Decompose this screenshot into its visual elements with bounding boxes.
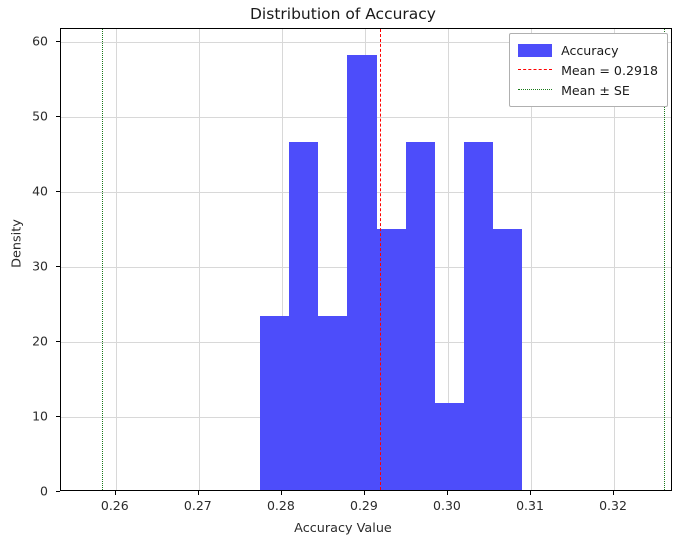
- gridline-horizontal: [61, 42, 671, 44]
- histogram-bar: [434, 403, 464, 490]
- y-tick-label: 60: [32, 33, 48, 49]
- x-tick: [280, 491, 282, 495]
- y-tick: [56, 416, 60, 418]
- x-tick: [446, 491, 448, 495]
- histogram-bar: [405, 141, 435, 490]
- legend-dashed-icon: [518, 63, 553, 77]
- x-tick: [363, 491, 365, 495]
- legend-label: Mean = 0.2918: [561, 62, 658, 78]
- gridline-vertical: [115, 29, 117, 490]
- legend: Accuracy Mean = 0.2918 Mean ± SE: [509, 33, 668, 107]
- histogram-bar: [289, 141, 319, 490]
- y-tick-label: 30: [32, 258, 48, 274]
- x-tick: [530, 491, 531, 495]
- legend-patch-icon: [518, 43, 553, 57]
- y-tick: [56, 191, 60, 193]
- y-tick-label: 20: [32, 333, 48, 349]
- x-tick-label: 0.30: [433, 498, 461, 513]
- gridline-vertical: [447, 29, 449, 490]
- y-tick-label: 50: [32, 108, 48, 124]
- y-tick-label: 0: [40, 483, 48, 499]
- x-tick-label: 0.28: [266, 498, 295, 513]
- gridline-vertical: [531, 29, 532, 490]
- histogram-bar: [260, 316, 290, 490]
- gridline-vertical: [614, 29, 616, 490]
- legend-label: Accuracy: [561, 42, 619, 58]
- y-tick-label: 40: [32, 183, 48, 199]
- legend-dotted-icon: [518, 83, 553, 97]
- plot-inner: [61, 29, 671, 490]
- histogram-bar: [347, 54, 377, 490]
- y-tick: [56, 41, 60, 43]
- gridline-vertical: [281, 29, 283, 490]
- y-tick: [56, 266, 60, 268]
- legend-item[interactable]: Accuracy: [518, 40, 658, 60]
- mean-line: [379, 29, 381, 490]
- legend-item[interactable]: Mean = 0.2918: [518, 60, 658, 80]
- y-tick-label: 10: [32, 408, 48, 424]
- y-tick: [56, 491, 60, 492]
- y-tick: [56, 116, 60, 118]
- legend-label: Mean ± SE: [561, 82, 630, 98]
- se-line: [101, 29, 103, 490]
- x-tick-label: 0.27: [183, 498, 212, 513]
- x-tick-label: 0.26: [100, 498, 129, 513]
- se-line: [663, 29, 665, 490]
- histogram-bar: [463, 141, 493, 490]
- y-axis-label: Density: [9, 219, 25, 268]
- x-tick: [613, 491, 615, 495]
- gridline-vertical: [198, 29, 200, 490]
- histogram-bar: [376, 228, 406, 490]
- x-tick-label: 0.31: [516, 498, 544, 513]
- histogram-bar: [492, 228, 522, 490]
- legend-item[interactable]: Mean ± SE: [518, 80, 658, 100]
- x-tick: [197, 491, 199, 495]
- x-axis-label: Accuracy Value: [294, 521, 392, 536]
- chart-title: Distribution of Accuracy: [250, 5, 436, 23]
- y-tick: [56, 341, 60, 343]
- x-tick-label: 0.32: [599, 498, 627, 513]
- x-tick-label: 0.29: [350, 498, 378, 513]
- x-tick: [114, 491, 116, 495]
- histogram-bar: [318, 316, 348, 490]
